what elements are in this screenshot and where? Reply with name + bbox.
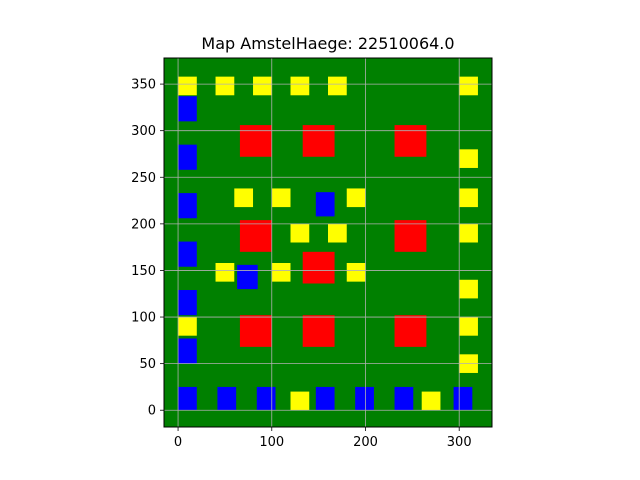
small-house-cell-2 [253, 76, 272, 96]
y-tick-label-0: 0 [148, 404, 156, 419]
x-tick-label-2: 200 [353, 435, 378, 450]
water-cell-3 [315, 386, 335, 411]
small-house-cell-15 [271, 263, 291, 282]
small-house-cell-3 [290, 76, 310, 96]
small-house-cell-18 [178, 317, 197, 336]
y-tick-label-3: 150 [131, 264, 156, 279]
y-tick-label-2: 100 [131, 311, 156, 326]
small-house-layer [178, 76, 478, 411]
small-house-cell-16 [346, 263, 366, 282]
water-cell-1 [217, 386, 237, 411]
large-house-cell-1 [302, 315, 335, 347]
water-cell-6 [453, 386, 473, 411]
y-tick-label-1: 50 [139, 357, 156, 372]
x-tick-label-3: 300 [447, 435, 472, 450]
large-house-cell-3 [302, 251, 335, 284]
water-cell-8 [178, 290, 197, 316]
small-house-cell-9 [346, 188, 366, 208]
x-tick-label-0: 0 [174, 435, 182, 450]
small-house-cell-11 [290, 223, 310, 243]
grid-layer [164, 58, 492, 427]
small-house-cell-6 [459, 149, 478, 168]
small-house-cell-5 [459, 76, 478, 96]
y-tick-label-4: 200 [131, 217, 156, 232]
large-house-cell-5 [394, 220, 427, 252]
small-house-cell-14 [215, 263, 235, 282]
y-tick-label-7: 350 [131, 78, 156, 93]
large-house-cell-7 [302, 125, 335, 157]
water-cell-2 [256, 386, 276, 411]
water-cell-13 [237, 264, 258, 290]
small-house-cell-0 [178, 76, 197, 96]
water-layer [178, 96, 473, 411]
large-house-cell-6 [239, 125, 272, 157]
small-house-cell-1 [215, 76, 235, 96]
water-cell-14 [315, 192, 335, 217]
water-cell-5 [394, 386, 414, 411]
water-cell-9 [178, 241, 197, 267]
small-house-cell-22 [421, 391, 441, 411]
water-cell-0 [178, 386, 197, 411]
x-tick-label-1: 100 [259, 435, 284, 450]
y-tick-label-6: 300 [131, 124, 156, 139]
plot-frame [163, 57, 493, 428]
chart-title: Map AmstelHaege: 22510064.0 [201, 34, 454, 53]
water-cell-10 [178, 193, 197, 219]
small-house-cell-17 [459, 279, 478, 299]
large-house-cell-4 [239, 220, 272, 252]
small-house-cell-10 [459, 188, 478, 208]
large-house-layer [239, 125, 427, 347]
large-house-cell-2 [394, 315, 427, 347]
small-house-cell-12 [328, 223, 347, 243]
small-house-cell-8 [271, 188, 291, 208]
water-cell-11 [178, 144, 197, 170]
water-cell-7 [178, 338, 197, 364]
small-house-cell-13 [459, 223, 478, 243]
small-house-cell-4 [328, 76, 347, 96]
y-tick-label-5: 250 [131, 171, 156, 186]
large-house-cell-8 [394, 125, 427, 157]
axis-ticks: 0 100 200 300 0 50 100 150 200 250 300 350 [131, 78, 471, 450]
small-house-cell-19 [459, 317, 478, 336]
small-house-cell-21 [290, 391, 310, 411]
large-house-cell-0 [239, 315, 272, 347]
water-cell-12 [178, 96, 197, 122]
small-house-cell-7 [234, 188, 254, 208]
water-cell-4 [355, 386, 374, 411]
